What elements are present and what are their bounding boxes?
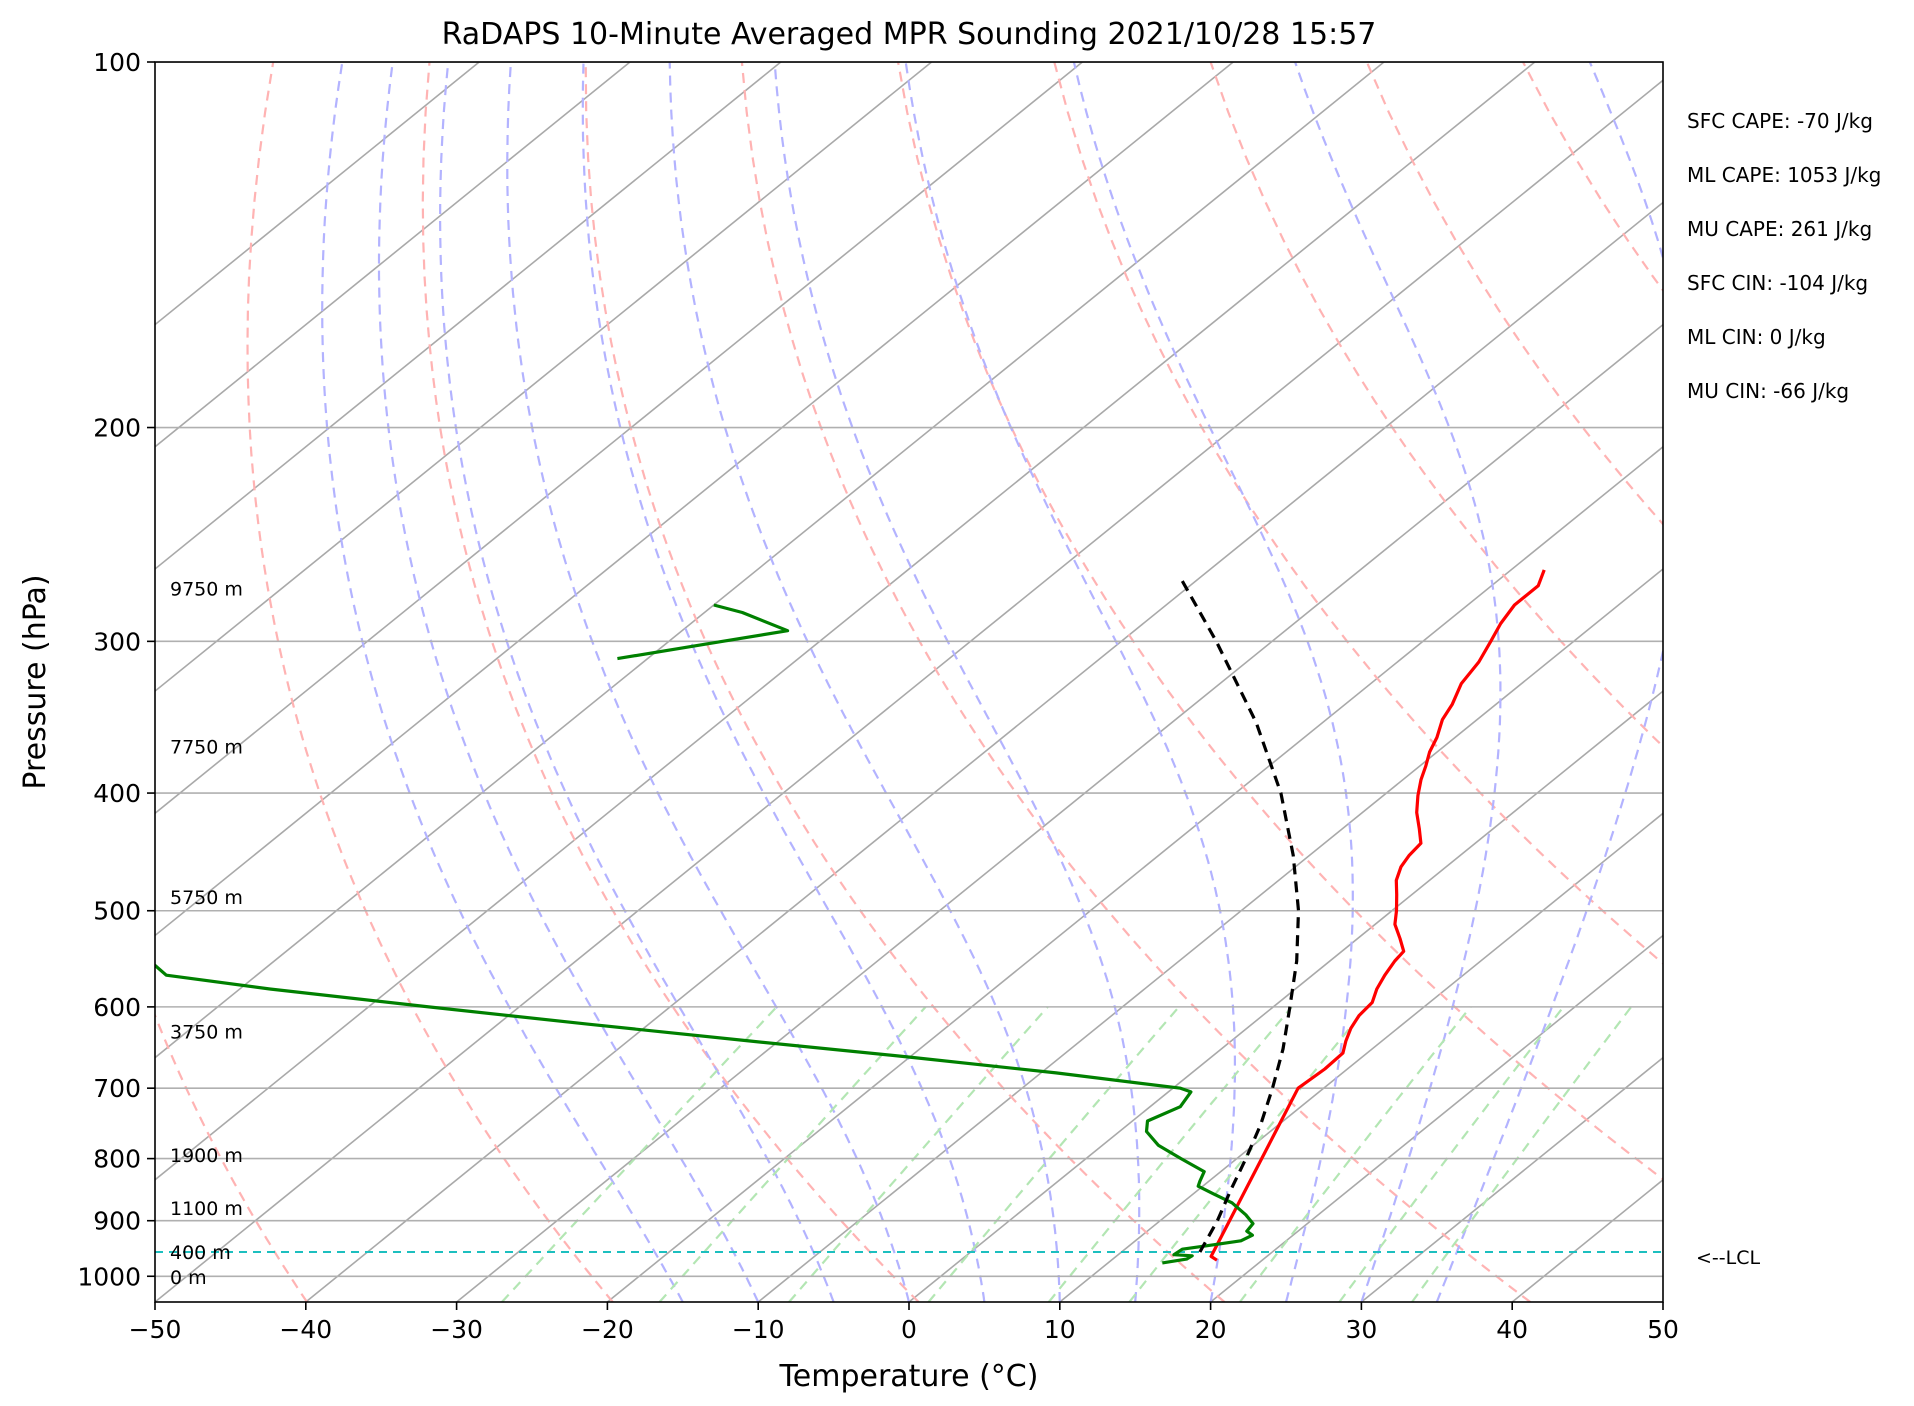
series-line-1 <box>155 963 1255 1265</box>
x-tick-label: 20 <box>1195 1315 1227 1344</box>
x-tick-label: 10 <box>1044 1315 1076 1344</box>
isotherm-line <box>155 62 1536 1181</box>
dry-adiabat-line <box>1209 62 1663 748</box>
background-lines <box>155 62 1663 1302</box>
isotherm-line <box>456 323 1663 1302</box>
stats-panel: SFC CAPE: -70 J/kg ML CAPE: 1053 J/kg MU C… <box>1687 109 1881 403</box>
x-tick-label: −10 <box>732 1315 785 1344</box>
dry-adiabat-line <box>246 62 614 1302</box>
mixing-ratio-line <box>658 1006 927 1302</box>
mixing-ratio-line <box>501 1006 778 1302</box>
x-tick-label: −40 <box>279 1315 332 1344</box>
height-label: 1900 m <box>170 1145 243 1167</box>
mixing-ratio-line <box>1239 1006 1472 1302</box>
isotherm-line <box>757 567 1663 1302</box>
x-tick-label: 50 <box>1647 1315 1679 1344</box>
y-tick-label: 800 <box>93 1145 141 1174</box>
moist-adiabat-line <box>668 62 1061 1302</box>
x-axis-ticks: −50 −40 −30 −20 −10 0 10 20 30 40 50 <box>129 1302 1679 1344</box>
y-tick-label: 100 <box>93 48 141 77</box>
dry-adiabat-line <box>584 62 1226 1302</box>
y-tick-label: 600 <box>93 993 141 1022</box>
mixing-ratio-line <box>1411 1006 1633 1302</box>
series-line-3 <box>1178 575 1301 1253</box>
height-label: 400 m <box>170 1242 231 1264</box>
series-line-0 <box>1209 569 1546 1262</box>
dry-adiabat-line <box>740 62 1531 1302</box>
isotherm-line <box>155 62 1234 937</box>
moist-adiabat-line <box>904 62 1236 1302</box>
annotations: 9750 m 7750 m 5750 m 3750 m 1900 m 1100 m 400 … <box>170 579 1760 1289</box>
moist-adiabat-line <box>1294 62 1502 1302</box>
isotherm-line <box>155 79 1663 1302</box>
x-tick-label: −30 <box>430 1315 483 1344</box>
isotherm-line <box>908 690 1663 1302</box>
isotherm-line <box>155 62 933 693</box>
x-tick-label: −50 <box>129 1315 182 1344</box>
dry-adiabat-line <box>897 62 1663 1181</box>
isotherm-line <box>1059 812 1663 1302</box>
moist-adiabat-line <box>377 62 760 1302</box>
moist-adiabat-line <box>321 62 684 1302</box>
stat-line: ML CIN: 0 J/kg <box>1687 325 1826 349</box>
pressure-grid <box>155 62 1663 1278</box>
stat-line: ML CAPE: 1053 J/kg <box>1687 163 1881 187</box>
x-tick-label: 30 <box>1345 1315 1377 1344</box>
height-label: 5750 m <box>170 887 243 909</box>
moist-adiabat-line <box>438 62 835 1302</box>
y-tick-label: 700 <box>93 1074 141 1103</box>
isotherm-line <box>155 62 480 326</box>
dry-adiabat-line <box>421 62 920 1302</box>
chart-title: RaDAPS 10-Minute Averaged MPR Sounding 2… <box>442 17 1377 52</box>
moist-adiabat-line <box>1435 62 1663 1302</box>
lcl-label: <--LCL <box>1696 1247 1760 1269</box>
isotherm-line <box>1360 1056 1663 1302</box>
isotherm-line <box>155 62 631 448</box>
x-axis-label: Temperature (°C) <box>779 1359 1039 1394</box>
y-tick-label: 400 <box>93 779 141 808</box>
isotherm-line <box>1210 934 1663 1302</box>
y-tick-label: 900 <box>93 1207 141 1236</box>
stat-line: SFC CAPE: -70 J/kg <box>1687 109 1873 133</box>
isotherm-line <box>155 62 1083 815</box>
moist-adiabat-line <box>581 62 986 1302</box>
series-line-2 <box>617 603 790 661</box>
stat-line: MU CIN: -66 J/kg <box>1687 379 1849 403</box>
y-tick-label: 1000 <box>77 1262 141 1291</box>
y-axis-label: Pressure (hPa) <box>18 574 53 789</box>
y-axis-ticks: 100 200 300 400 500 600 700 800 900 1000 <box>77 48 155 1291</box>
isotherm-line <box>155 62 782 571</box>
y-tick-label: 500 <box>93 897 141 926</box>
isotherm-line <box>606 445 1663 1302</box>
x-tick-label: 40 <box>1496 1315 1528 1344</box>
x-tick-label: 0 <box>901 1315 917 1344</box>
mixing-ratio-line <box>927 1006 1180 1302</box>
height-label: 1100 m <box>170 1198 243 1220</box>
y-tick-label: 200 <box>93 414 141 443</box>
x-tick-label: −20 <box>581 1315 634 1344</box>
mixing-ratio-line <box>1128 1006 1368 1302</box>
stat-line: MU CAPE: 261 J/kg <box>1687 217 1872 241</box>
profile-lines <box>155 569 1546 1265</box>
height-label: 9750 m <box>170 579 243 601</box>
moist-adiabat-line <box>1072 62 1354 1302</box>
stat-line: SFC CIN: -104 J/kg <box>1687 271 1868 295</box>
isotherm-line <box>155 62 1385 1059</box>
height-label: 0 m <box>170 1267 207 1289</box>
moist-adiabat-line <box>773 62 1141 1302</box>
height-label: 3750 m <box>170 1022 243 1044</box>
mixing-ratio-line <box>788 1006 1049 1302</box>
height-label: 7750 m <box>170 737 243 759</box>
y-tick-label: 300 <box>93 627 141 656</box>
mixing-ratio-line <box>1338 1006 1565 1302</box>
moist-adiabat-line <box>506 62 911 1302</box>
